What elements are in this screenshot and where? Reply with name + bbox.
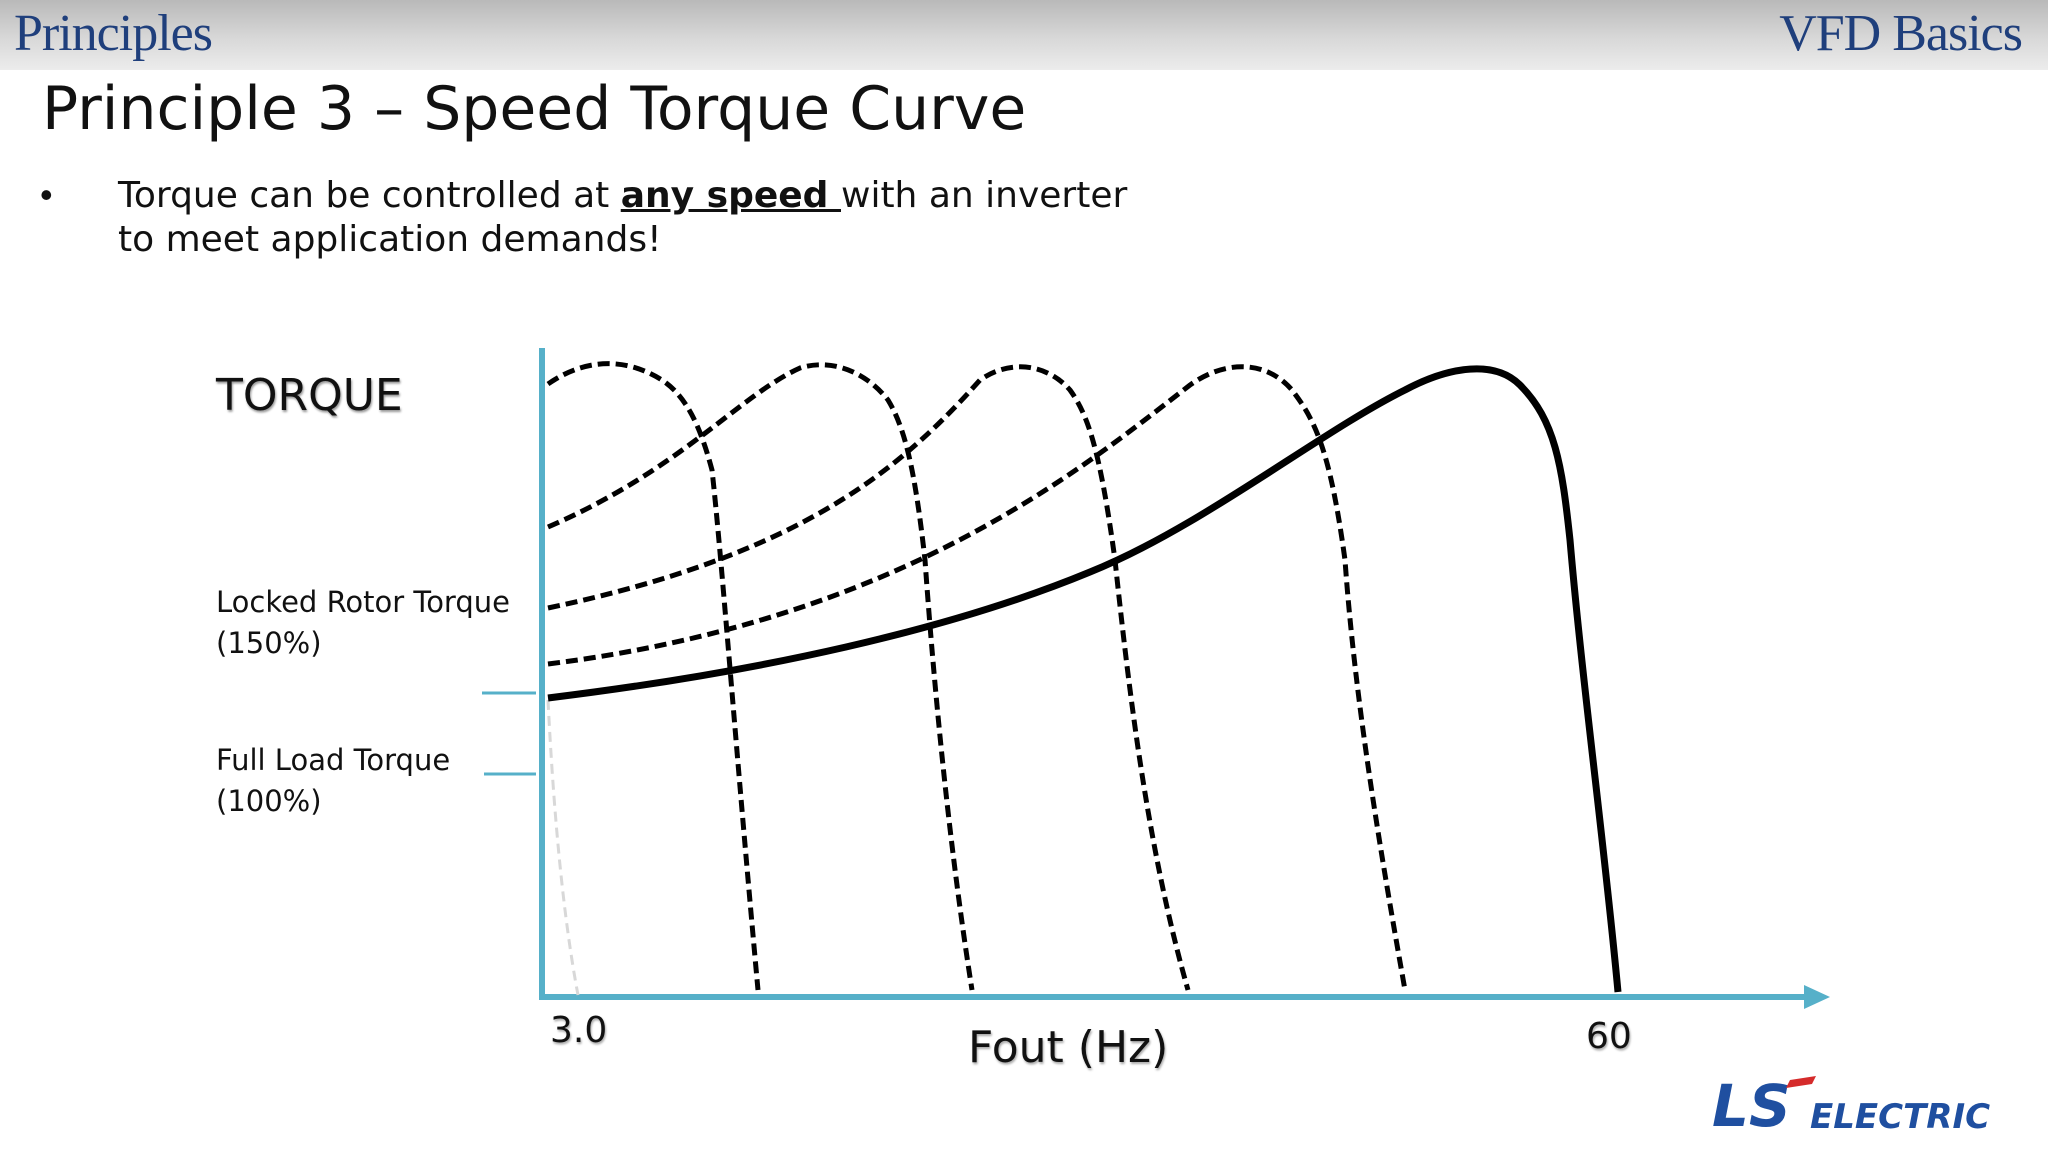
x-axis-title: Fout (Hz): [968, 1022, 1169, 1073]
logo-swoosh: [1786, 1076, 1816, 1088]
locked-rotor-line1: Locked Rotor Torque: [216, 585, 510, 619]
full-load-line1: Full Load Torque: [216, 743, 451, 777]
faint-start-curve: [546, 699, 580, 996]
section-title: Principles: [14, 5, 213, 62]
bullet-dot: •: [40, 174, 53, 215]
torque-curve-1: [546, 361, 761, 991]
full-load-line2: (100%): [216, 784, 322, 818]
logo-electric: ELECTRIC: [1810, 1097, 1990, 1137]
full-load-torque-label: Full Load Torque (100%): [216, 740, 450, 822]
torque-curve-4: [547, 364, 1408, 991]
locked-rotor-line2: (150%): [216, 626, 322, 660]
bullet-emphasis: any speed: [620, 175, 841, 216]
torque-curve-2: [547, 362, 975, 991]
bullet-text: Torque can be controlled at any speed wi…: [118, 174, 1168, 262]
bullet-text-start: Torque can be controlled at: [118, 175, 621, 216]
x-tick-start: 3.0: [550, 1010, 608, 1051]
torque-curve-3: [547, 364, 1191, 991]
ls-electric-logo: LS ELECTRIC: [1712, 1072, 1990, 1138]
deck-title: VFD Basics: [1779, 5, 2023, 62]
locked-rotor-torque-label: Locked Rotor Torque (150%): [216, 582, 510, 664]
logo-ls: LS: [1712, 1072, 1791, 1138]
x-tick-end: 60: [1586, 1016, 1632, 1057]
header-band: [0, 0, 2048, 70]
slide-title: Principle 3 – Speed Torque Curve: [42, 74, 1027, 144]
torque-curve-5: [547, 365, 1622, 993]
bullet-text-end: with an inverter to meet application dem…: [118, 175, 1128, 260]
y-axis-title: TORQUE: [216, 370, 403, 421]
x-axis-arrowhead: [1804, 985, 1830, 1009]
